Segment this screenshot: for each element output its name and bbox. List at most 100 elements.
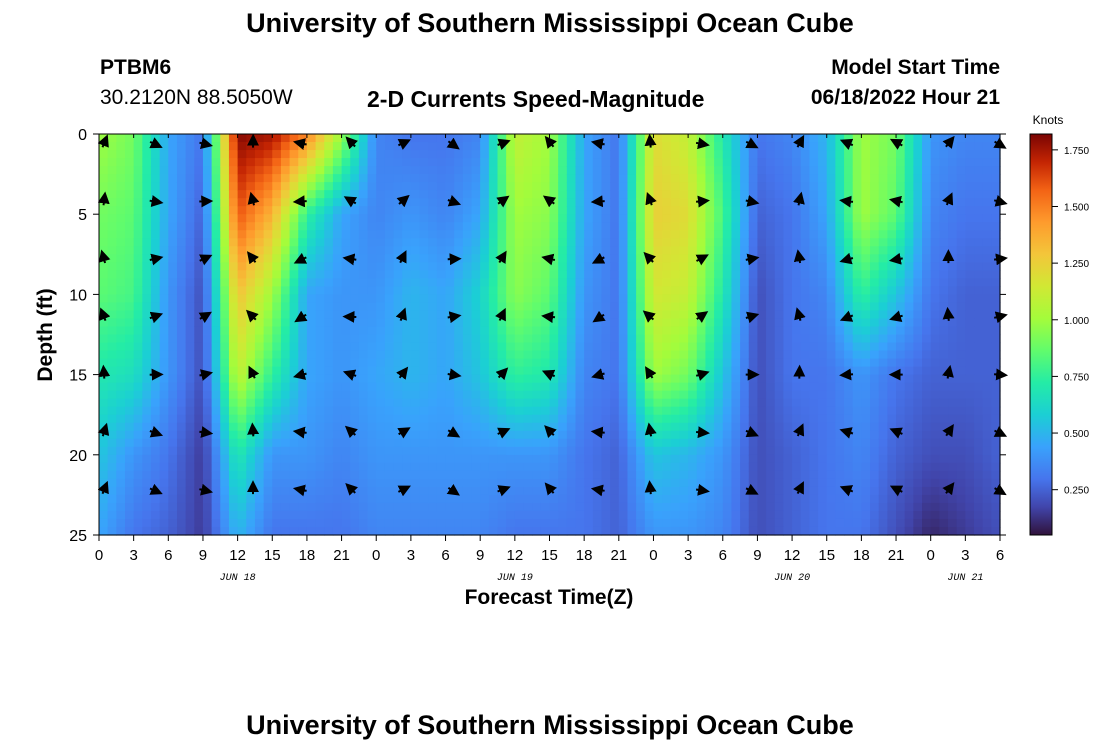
heatmap-cell xyxy=(878,262,888,271)
heatmap-cell xyxy=(116,134,126,143)
heatmap-cell xyxy=(679,390,689,400)
heatmap-cell xyxy=(878,526,888,536)
heatmap-cell xyxy=(107,502,117,512)
heatmap-cell xyxy=(679,382,689,392)
heatmap-cell xyxy=(211,350,221,360)
heatmap-cell xyxy=(852,246,862,255)
heatmap-cell xyxy=(948,294,958,304)
heatmap-cell xyxy=(263,486,273,496)
heatmap-cell xyxy=(558,510,568,520)
heatmap-cell xyxy=(480,526,490,536)
heatmap-cell xyxy=(280,414,291,424)
heatmap-cell xyxy=(696,286,707,295)
heatmap-cell xyxy=(592,342,603,352)
heatmap-cell xyxy=(809,398,819,408)
heatmap-cell xyxy=(792,270,802,279)
heatmap-cell xyxy=(627,406,637,416)
heatmap-cell xyxy=(211,334,221,344)
heatmap-cell xyxy=(428,238,438,247)
heatmap-cell xyxy=(280,454,291,464)
heatmap-cell xyxy=(714,326,724,336)
heatmap-cell xyxy=(523,454,533,464)
heatmap-cell xyxy=(584,390,594,400)
heatmap-cell xyxy=(748,286,759,295)
heatmap-cell xyxy=(211,470,221,480)
heatmap-cell xyxy=(142,190,152,199)
heatmap-cell xyxy=(428,174,438,183)
heatmap-cell xyxy=(185,198,195,207)
heatmap-cell xyxy=(419,270,429,279)
heatmap-cell xyxy=(540,318,551,328)
heatmap-cell xyxy=(298,214,308,223)
heatmap-cell xyxy=(766,518,776,528)
heatmap-cell xyxy=(107,526,117,536)
heatmap-cell xyxy=(237,278,247,287)
heatmap-cell xyxy=(636,222,646,231)
heatmap-cell xyxy=(133,230,143,239)
heatmap-cell xyxy=(887,254,897,263)
heatmap-cell xyxy=(419,366,429,376)
heatmap-cell xyxy=(809,222,819,231)
heatmap-cell xyxy=(584,406,594,416)
heatmap-cell xyxy=(861,518,871,528)
heatmap-cell xyxy=(445,478,455,488)
heatmap-cell xyxy=(913,478,923,488)
heatmap-cell xyxy=(679,238,689,247)
heatmap-cell xyxy=(835,270,845,279)
heatmap-cell xyxy=(757,422,767,432)
heatmap-cell xyxy=(939,462,949,472)
heatmap-cell xyxy=(454,214,464,223)
heatmap-cell xyxy=(575,350,585,360)
heatmap-cell xyxy=(194,526,204,536)
heatmap-cell xyxy=(939,182,949,191)
heatmap-cell xyxy=(384,430,395,440)
heatmap-cell xyxy=(488,326,499,336)
heatmap-cell xyxy=(653,270,663,279)
heatmap-cell xyxy=(410,214,421,223)
heatmap-cell xyxy=(436,222,447,231)
heatmap-cell xyxy=(878,222,888,231)
heatmap-cell xyxy=(332,382,343,392)
heatmap-cell xyxy=(99,166,109,175)
heatmap-cell xyxy=(930,342,940,352)
heatmap-cell xyxy=(124,430,135,440)
heatmap-cell xyxy=(566,326,577,336)
heatmap-cell xyxy=(419,174,429,183)
heatmap-cell xyxy=(220,310,230,320)
heatmap-cell xyxy=(939,502,949,512)
heatmap-cell xyxy=(930,366,940,376)
heatmap-cell xyxy=(722,502,733,512)
heatmap-cell xyxy=(835,518,845,528)
heatmap-cell xyxy=(428,230,438,239)
heatmap-cell xyxy=(714,446,724,456)
heatmap-cell xyxy=(246,510,256,520)
heatmap-cell xyxy=(826,422,836,432)
heatmap-cell xyxy=(332,190,343,199)
heatmap-cell xyxy=(480,214,490,223)
heatmap-cell xyxy=(506,134,516,143)
heatmap-cell xyxy=(757,334,767,344)
heatmap-cell xyxy=(168,414,178,424)
heatmap-cell xyxy=(350,358,360,368)
heatmap-cell xyxy=(532,262,542,271)
heatmap-cell xyxy=(558,134,568,143)
heatmap-cell xyxy=(722,182,733,191)
heatmap-cell xyxy=(280,462,291,472)
heatmap-cell xyxy=(679,430,689,440)
heatmap-cell xyxy=(722,454,733,464)
heatmap-cell xyxy=(904,182,914,191)
heatmap-cell xyxy=(367,430,377,440)
heatmap-cell xyxy=(176,270,187,279)
heatmap-cell xyxy=(107,430,117,440)
heatmap-cell xyxy=(757,382,767,392)
heatmap-cell xyxy=(488,406,499,416)
heatmap-cell xyxy=(766,454,776,464)
heatmap-cell xyxy=(757,310,767,320)
heatmap-cell xyxy=(280,198,291,207)
heatmap-cell xyxy=(878,190,888,199)
heatmap-cell xyxy=(757,478,767,488)
heatmap-cell xyxy=(610,374,620,384)
heatmap-cell xyxy=(332,198,343,207)
heatmap-cell xyxy=(176,374,187,384)
heatmap-cell xyxy=(306,142,317,151)
